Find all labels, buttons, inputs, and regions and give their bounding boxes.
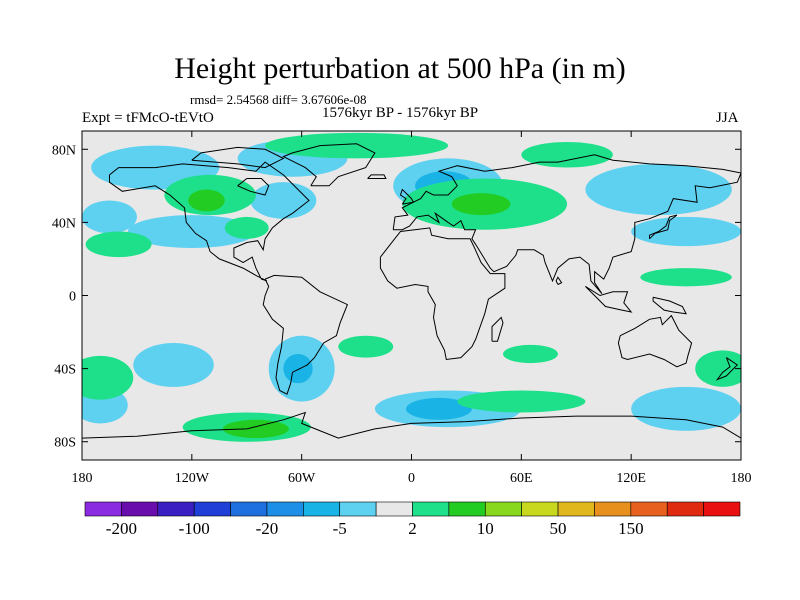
lon-tick-label: 120E [616, 471, 646, 486]
colorbar-swatch [230, 501, 268, 517]
plot-title: Height perturbation at 500 hPa (in m) [174, 52, 626, 85]
coastline-hudson-bay [237, 178, 270, 196]
colorbar-swatch [339, 501, 377, 517]
coastline-eurasia [392, 154, 741, 295]
lon-tick-label: 0 [408, 471, 415, 486]
colorbar-swatch [484, 501, 522, 517]
colorbar-swatch [630, 501, 668, 517]
anomaly-region-positive [224, 216, 269, 239]
anomaly-region-positive [265, 132, 449, 159]
coastline-japan [649, 214, 678, 240]
coastline-south-america [262, 274, 349, 395]
lat-tick-label: 0 [69, 290, 76, 305]
anomaly-region-positive [503, 344, 558, 364]
colorbar-swatch [121, 501, 159, 517]
colorbar-swatch [193, 501, 231, 517]
colorbar-swatch [448, 501, 486, 517]
anomaly-region-positive [695, 350, 741, 387]
coastline-new-zealand [715, 357, 739, 381]
axis-ticks: 80N 40N 0 40S 80S 180 120W 60W 0 60E 120E 180 [52, 131, 752, 486]
coastline-indonesia [585, 285, 633, 313]
colorbar-swatch [666, 501, 704, 517]
anomaly-region-positive [451, 193, 511, 216]
lat-tick-label: 40S [54, 363, 76, 378]
anomaly-region-positive [338, 335, 394, 358]
period-label: 1576kyr BP - 1576kyr BP [322, 105, 479, 121]
colorbar-swatch [521, 501, 559, 517]
anomaly-region-positive [85, 231, 152, 258]
coastline-greenland [282, 143, 376, 187]
coastline-new-guinea [652, 296, 687, 315]
colorbar-label: 2 [408, 519, 417, 538]
anomaly-region-positive [188, 189, 225, 212]
lat-tick-label: 40N [52, 216, 76, 231]
lat-tick-label: 80S [54, 436, 76, 451]
coastline-australia [617, 314, 693, 368]
anomaly-region-negative [127, 215, 256, 248]
colorbar-label: 10 [477, 519, 494, 538]
anomaly-region-negative [406, 397, 472, 420]
coastline-north-america [109, 161, 310, 282]
colorbar-label: -100 [179, 519, 210, 538]
anomaly-region-positive [82, 355, 134, 400]
anomaly-regions [82, 132, 741, 442]
colorbar-swatch [84, 501, 122, 517]
colorbar-label: -200 [106, 519, 137, 538]
stats-label: rmsd= 2.54568 diff= 3.67606e-08 [190, 92, 367, 107]
colorbar-swatch [557, 501, 595, 517]
anomaly-region-negative [283, 353, 313, 384]
anomaly-region-positive [457, 390, 586, 413]
anomaly-region-negative [133, 343, 214, 387]
coastline-madagascar [491, 316, 504, 342]
lon-tick-label: 180 [72, 471, 93, 486]
season-label: JJA [716, 110, 739, 126]
anomaly-region-negative [631, 216, 741, 247]
colorbar-label: -20 [256, 519, 279, 538]
lon-tick-label: 180 [731, 471, 752, 486]
colorbar-label: 50 [550, 519, 567, 538]
colorbar-swatch [375, 501, 413, 517]
colorbar-label: -5 [333, 519, 347, 538]
coastline-antarctica [82, 411, 741, 439]
coastline-iceland [367, 174, 387, 179]
colorbar: -200 -100 -20 -5 2 10 50 150 [84, 501, 741, 538]
lon-tick-label: 120W [175, 471, 210, 486]
coastline-sri-lanka [555, 276, 563, 285]
anomaly-region-positive [222, 419, 289, 439]
colorbar-swatch [412, 501, 450, 517]
lon-tick-label: 60E [510, 471, 533, 486]
lon-tick-label: 60W [288, 471, 316, 486]
lat-tick-label: 80N [52, 143, 76, 158]
colorbar-label: 150 [618, 519, 644, 538]
colorbar-swatch [266, 501, 304, 517]
anomaly-region-negative [82, 200, 137, 234]
colorbar-swatch [594, 501, 632, 517]
coastline-africa [379, 227, 506, 361]
coastline-canadian-archipelago [191, 146, 285, 169]
colorbar-swatch [157, 501, 195, 517]
coastlines [82, 143, 741, 439]
anomaly-region-negative [250, 182, 317, 219]
anomaly-region-positive [521, 141, 613, 168]
anomaly-region-negative [585, 163, 732, 216]
coastline-uk [399, 188, 415, 205]
anomaly-region-negative [631, 386, 741, 431]
experiment-label: Expt = tFMcO-tEVtO [82, 110, 214, 126]
anomaly-region-positive [640, 268, 732, 287]
colorbar-swatch [303, 501, 341, 517]
colorbar-swatch [703, 501, 741, 517]
